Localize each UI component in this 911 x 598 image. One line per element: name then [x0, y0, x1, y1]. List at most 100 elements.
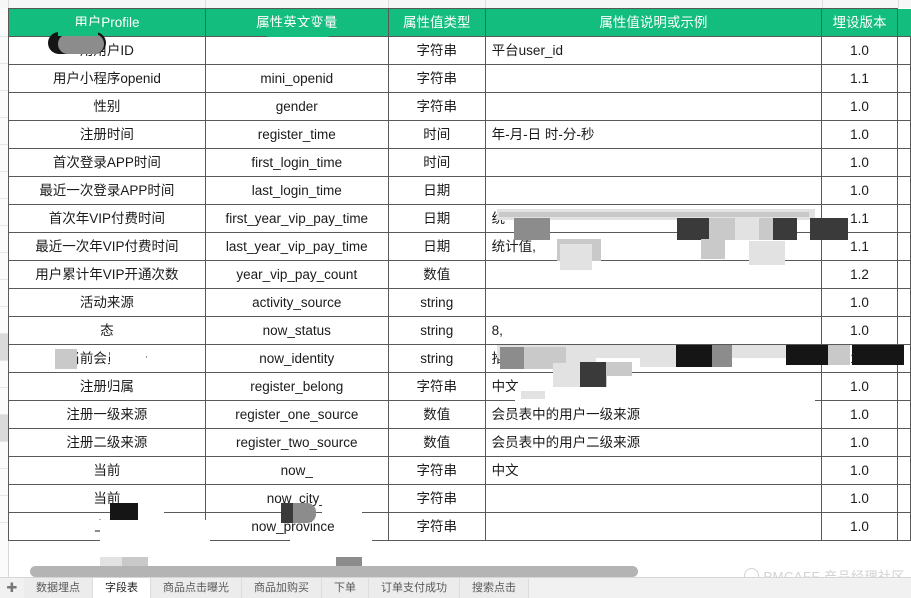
add-sheet-icon[interactable]: ✚ — [6, 580, 18, 595]
row-header-cell[interactable] — [0, 469, 8, 496]
table-row[interactable]: 性别 gender 字符串 1.0 — [8, 92, 911, 121]
row-header-cell[interactable] — [0, 280, 8, 307]
cell-profile-name[interactable]: 当前 — [8, 512, 206, 541]
row-header-cell[interactable] — [0, 91, 8, 118]
cell-value-type[interactable]: string — [387, 344, 486, 373]
cell-profile-name[interactable]: 注册一级来源 — [8, 400, 206, 429]
cell-description[interactable] — [484, 176, 823, 205]
col-header-version[interactable]: 埋设版本 — [821, 8, 898, 37]
cell-version[interactable]: 1.0 — [821, 344, 898, 373]
cell-description[interactable]: 会员表中的用户二级来源 — [484, 428, 823, 457]
sheet-tab[interactable]: 下单 — [322, 578, 369, 598]
cell-description[interactable] — [484, 148, 823, 177]
cell-value-type[interactable]: 数值 — [387, 400, 486, 429]
cell-value-type[interactable]: 字符串 — [387, 372, 486, 401]
cell-variable[interactable]: now_city_ — [204, 484, 389, 513]
cell-value-type[interactable]: 字符串 — [387, 456, 486, 485]
cell-description[interactable]: 会员表中的用户一级来源 — [484, 400, 823, 429]
cell-profile-name[interactable]: 注册归属 — [8, 372, 206, 401]
table-row[interactable]: 用户累计年VIP开通次数 year_vip_pay_count 数值 1.2 — [8, 260, 911, 289]
cell-variable[interactable]: gender — [204, 92, 389, 121]
cell-version[interactable]: 1.0 — [821, 176, 898, 205]
cell-version[interactable]: 1.0 — [821, 400, 898, 429]
table-row[interactable]: 用户小程序openid mini_openid 字符串 1.1 — [8, 64, 911, 93]
row-header-cell[interactable] — [0, 361, 8, 388]
cell-version[interactable]: 1.0 — [821, 428, 898, 457]
cell-profile-name[interactable]: 当前 — [8, 456, 206, 485]
row-header-cell[interactable] — [0, 226, 8, 253]
sheet-tab[interactable]: 商品加购买 — [242, 578, 322, 598]
cell-version[interactable]: 1.0 — [821, 288, 898, 317]
cell-profile-name[interactable]: 态 — [8, 316, 206, 345]
cell-description[interactable]: 中文 — [484, 372, 823, 401]
cell-version[interactable]: 1.0 — [821, 456, 898, 485]
col-header-variable[interactable]: 属性英文变量 — [204, 8, 389, 37]
row-header-cell[interactable] — [0, 145, 8, 172]
cell-value-type[interactable]: 日期 — [387, 204, 486, 233]
cell-profile-name[interactable]: 注册时间 — [8, 120, 206, 149]
row-header-cell[interactable] — [0, 118, 8, 145]
cell-value-type[interactable]: 日期 — [387, 232, 486, 261]
cell-version[interactable]: 1.0 — [821, 92, 898, 121]
cell-variable[interactable]: now_province_ — [204, 512, 389, 541]
table-row[interactable]: 当前 now_province_ 字符串 1.0 — [8, 512, 911, 541]
col-header-description[interactable]: 属性值说明或示例 — [484, 8, 823, 37]
cell-value-type[interactable]: string — [387, 288, 486, 317]
cell-variable[interactable]: now_status — [204, 316, 389, 345]
table-row[interactable]: 首次登录APP时间 first_login_time 时间 1.0 — [8, 148, 911, 177]
cell-description[interactable]: 推 — [484, 344, 823, 373]
row-header-cell[interactable] — [0, 442, 8, 469]
cell-description[interactable]: 平台user_id — [484, 36, 823, 65]
cell-variable[interactable]: activity_source — [204, 288, 389, 317]
row-header-cell[interactable] — [0, 172, 8, 199]
cell-value-type[interactable]: 字符串 — [387, 64, 486, 93]
cell-value-type[interactable]: string — [387, 316, 486, 345]
cell-value-type[interactable]: 数值 — [387, 428, 486, 457]
cell-value-type[interactable]: 时间 — [387, 120, 486, 149]
table-row[interactable]: 态 now_status string 8, 1.0 — [8, 316, 911, 345]
table-row[interactable]: 最近一次年VIP付费时间 last_year_vip_pay_time 日期 统计值,… — [8, 232, 911, 261]
table-row[interactable]: 注册二级来源 register_two_source 数值 会员表中的用户二级来源 1.… — [8, 428, 911, 457]
cell-value-type[interactable]: 字符串 — [387, 484, 486, 513]
sheet-tab-bar[interactable]: ✚ 数据埋点 字段表 商品点击曝光 商品加购买 下单 订单支付成功 搜索点击 — [0, 577, 911, 598]
cell-profile-name[interactable]: 活动来源 — [8, 288, 206, 317]
cell-profile-name[interactable]: 当前 — [8, 484, 206, 513]
cell-version[interactable]: 1.0 — [821, 512, 898, 541]
table-row[interactable]: 注册时间 register_time 时间 年-月-日 时-分-秒 1.0 — [8, 120, 911, 149]
row-header-cell[interactable] — [0, 8, 8, 37]
cell-description[interactable] — [484, 484, 823, 513]
cell-description[interactable] — [484, 92, 823, 121]
cell-profile-name[interactable]: 首次登录APP时间 — [8, 148, 206, 177]
cell-description[interactable]: 8, — [484, 316, 823, 345]
cell-profile-name[interactable]: 注册二级来源 — [8, 428, 206, 457]
table-row[interactable]: 当前 now_city_ 字符串 1.0 — [8, 484, 911, 513]
horizontal-scrollbar[interactable] — [0, 565, 911, 578]
row-header-cell[interactable] — [0, 307, 8, 334]
row-header-cell[interactable] — [0, 199, 8, 226]
cell-variable[interactable]: register_two_source — [204, 428, 389, 457]
row-header-cell[interactable] — [0, 334, 8, 361]
cell-profile-name[interactable]: 用户累计年VIP开通次数 — [8, 260, 206, 289]
sheet-tab[interactable]: 订单支付成功 — [369, 578, 460, 598]
row-header-cell[interactable] — [0, 496, 8, 523]
table-row[interactable]: 最近一次登录APP时间 last_login_time 日期 1.0 — [8, 176, 911, 205]
cell-value-type[interactable]: 字符串 — [387, 36, 486, 65]
cell-version[interactable]: 1.1 — [821, 232, 898, 261]
cell-variable[interactable]: register_one_source — [204, 400, 389, 429]
cell-version[interactable]: 1.0 — [821, 148, 898, 177]
scrollbar-thumb[interactable] — [30, 566, 638, 577]
table-row[interactable]: 注册一级来源 register_one_source 数值 会员表中的用户一级来源 1.… — [8, 400, 911, 429]
col-header-user-profile[interactable]: 用户Profile — [8, 8, 206, 37]
cell-version[interactable]: 1.0 — [821, 316, 898, 345]
cell-profile-name[interactable]: 最近一次登录APP时间 — [8, 176, 206, 205]
sheet-tab[interactable]: 商品点击曝光 — [151, 578, 242, 598]
cell-value-type[interactable]: 数值 — [387, 260, 486, 289]
cell-variable[interactable]: register_time — [204, 120, 389, 149]
cell-profile-name[interactable]: 首次年VIP付费时间 — [8, 204, 206, 233]
cell-profile-name[interactable]: 用用户ID — [8, 36, 206, 65]
cell-version[interactable]: 1.1 — [821, 64, 898, 93]
cell-version[interactable]: 1.1 — [821, 204, 898, 233]
cell-description[interactable]: 中文 — [484, 456, 823, 485]
col-header-value-type[interactable]: 属性值类型 — [387, 8, 486, 37]
cell-variable[interactable]: year_vip_pay_count — [204, 260, 389, 289]
